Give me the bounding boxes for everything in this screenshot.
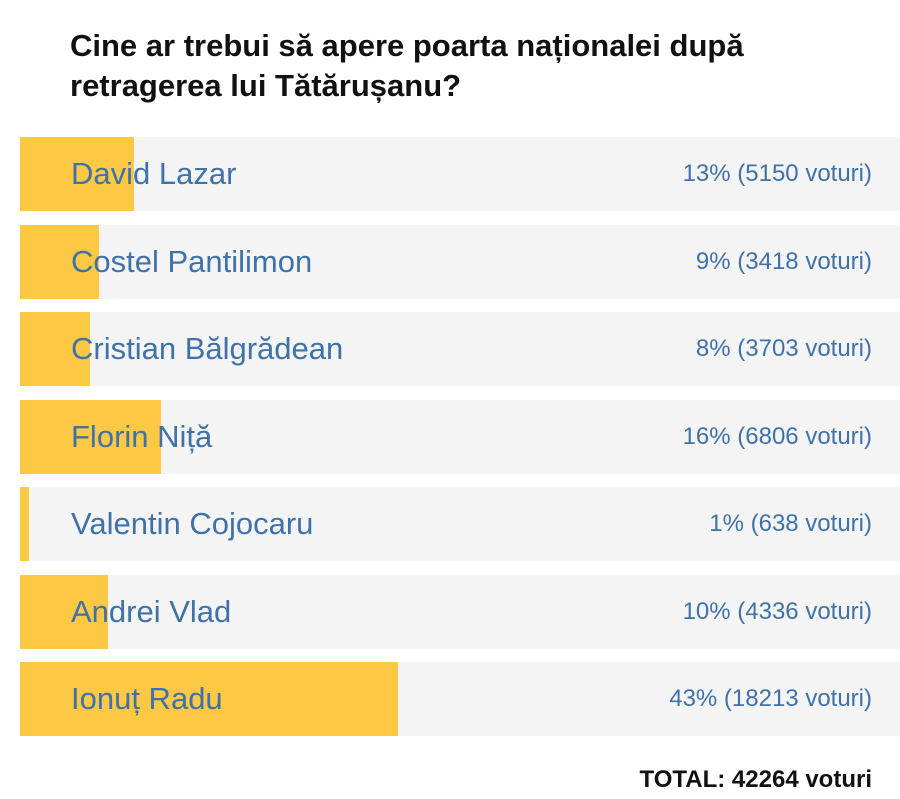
poll-bar-david-lazar — [20, 137, 135, 211]
poll-option-result: 10% (4336 voturi) — [682, 597, 872, 625]
poll-option-florin-nita[interactable]: Florin Niță 16% (6806 voturi) — [20, 399, 900, 474]
poll-bar-costel-pantilimon — [20, 224, 100, 299]
poll-total-label: TOTAL: — [639, 766, 726, 793]
poll-options-chart: David Lazar 13% (5150 voturi) Costel Pan… — [20, 137, 900, 750]
poll-option-label: Florin Niță — [71, 418, 213, 454]
poll-option-label: Andrei Vlad — [71, 593, 232, 629]
poll-total: TOTAL: 42264 voturi — [639, 762, 872, 798]
poll-option-label: Cristian Bălgrădean — [71, 331, 344, 366]
poll-option-andrei-vlad[interactable]: Andrei Vlad 10% (4336 voturi) — [20, 574, 900, 649]
poll-question: Cine ar trebui să apere poarta naționale… — [70, 28, 744, 103]
poll-total-votes: 42264 voturi — [731, 766, 872, 793]
poll-bar-valentin-cojocaru — [20, 487, 29, 561]
poll-option-result: 43% (18213 voturi) — [669, 685, 872, 712]
poll-option-david-lazar[interactable]: David Lazar 13% (5150 voturi) — [20, 137, 900, 211]
poll-option-result: 1% (638 voturi) — [709, 510, 872, 537]
poll-option-label: Ionuț Radu — [71, 681, 223, 716]
poll-bar-ionut-radu — [20, 662, 399, 736]
poll-option-result: 16% (6806 voturi) — [682, 422, 872, 450]
poll-option-cristian-balgradean[interactable]: Cristian Bălgrădean 8% (3703 voturi) — [20, 312, 900, 386]
poll-bar-cristian-balgradean — [20, 312, 91, 386]
poll-option-costel-pantilimon[interactable]: Costel Pantilimon 9% (3418 voturi) — [20, 224, 900, 299]
poll-bar-florin-nita — [20, 399, 161, 474]
poll-bar-andrei-vlad — [20, 574, 108, 649]
poll-option-label: Valentin Cojocaru — [71, 506, 314, 541]
poll-option-valentin-cojocaru[interactable]: Valentin Cojocaru 1% (638 voturi) — [20, 487, 900, 561]
poll-option-result: 8% (3703 voturi) — [695, 335, 872, 362]
poll-option-label: Costel Pantilimon — [71, 243, 313, 279]
poll-option-result: 9% (3418 voturi) — [695, 247, 872, 275]
poll-option-ionut-radu[interactable]: Ionuț Radu 43% (18213 voturi) — [20, 662, 900, 736]
poll-option-result: 13% (5150 voturi) — [682, 160, 872, 187]
poll-option-label: David Lazar — [71, 156, 237, 191]
